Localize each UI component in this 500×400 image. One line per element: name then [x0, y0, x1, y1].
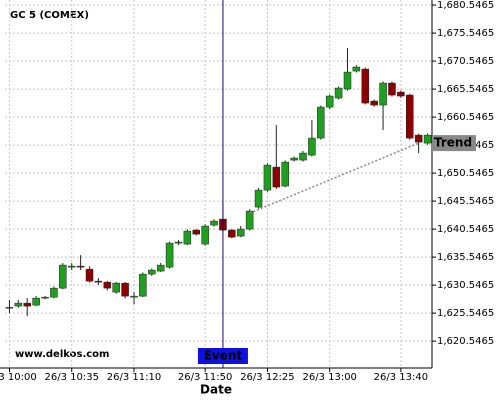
- candle-body: [263, 164, 272, 191]
- x-tick-label: 26/3 13:40: [374, 372, 428, 383]
- y-tick-label: 1,640.5465: [437, 224, 494, 235]
- candle-body: [112, 282, 120, 293]
- candle-body: [379, 82, 387, 106]
- y-tick-label: 1,630.5465: [437, 280, 494, 291]
- candle-body: [139, 273, 147, 297]
- y-tick-label: 1,665.5465: [437, 84, 494, 95]
- candle-body: [121, 282, 129, 297]
- candle-body: [317, 106, 325, 139]
- x-tick-label: 26/3 10:35: [44, 372, 98, 383]
- candle-body: [76, 265, 85, 268]
- y-tick-label: 1,660.5465: [437, 112, 494, 123]
- candle-body: [59, 264, 67, 289]
- candle-body: [67, 265, 76, 268]
- candle-body: [334, 87, 343, 99]
- candle-body: [370, 100, 378, 106]
- candle-body: [228, 229, 236, 238]
- x-tick-label: 26/3 13:00: [302, 372, 356, 383]
- event-label-bg: [197, 348, 248, 364]
- x-axis-label: Date: [200, 383, 232, 397]
- trend-line: [249, 142, 419, 214]
- watermark: www.delkos.com: [15, 349, 109, 360]
- candle-body: [325, 95, 334, 108]
- candle-body: [352, 66, 361, 72]
- y-tick-label: 1,675.5465: [437, 28, 494, 39]
- chart-title: GC 5 (COMEX): [10, 10, 89, 21]
- candle-body: [423, 134, 432, 144]
- candle-body: [148, 269, 156, 275]
- candle-body: [165, 242, 174, 268]
- candle-body: [23, 302, 31, 307]
- candle-body: [103, 281, 112, 289]
- candle-body: [406, 94, 414, 139]
- candle-body: [254, 189, 263, 208]
- candle-body: [32, 297, 40, 306]
- candle-body: [388, 82, 396, 96]
- candle-body: [14, 302, 23, 307]
- candle-body: [5, 306, 14, 309]
- y-tick-label: 1,625.5465: [437, 308, 494, 319]
- candle-body: [192, 229, 201, 235]
- candle-body: [397, 91, 405, 97]
- trend-label: Trend: [434, 136, 472, 150]
- candle-body: [41, 296, 49, 299]
- candle-body: [201, 225, 209, 245]
- candle-body: [290, 157, 298, 161]
- candle-body: [308, 137, 316, 156]
- event-label: Event: [204, 349, 243, 363]
- x-tick-label: 26/3 10:00: [0, 372, 37, 383]
- candle-body: [281, 161, 289, 187]
- candle-body: [210, 220, 218, 226]
- candle-body: [414, 134, 423, 143]
- candle-body: [183, 230, 192, 245]
- candle-body: [174, 241, 183, 244]
- x-tick-label: 26/3 11:50: [178, 372, 232, 383]
- trend-label-bg: [432, 135, 476, 152]
- y-tick-label: 1,635.5465: [437, 252, 494, 263]
- candle-body: [299, 152, 307, 161]
- candle-body: [130, 295, 138, 298]
- y-tick-label: 1,645.5465: [437, 196, 494, 207]
- x-tick-label: 26/3 12:25: [240, 372, 294, 383]
- candle-body: [245, 210, 254, 230]
- candle-body: [50, 287, 58, 298]
- candle-body: [236, 228, 245, 237]
- candle-body: [94, 280, 103, 283]
- y-tick-label: 1,680.5465: [437, 0, 494, 11]
- candle-body: [156, 264, 165, 272]
- candle-body: [361, 68, 370, 104]
- x-tick-label: 26/3 11:10: [107, 372, 161, 383]
- y-tick-label: 1,670.5465: [437, 56, 494, 67]
- y-tick-label: 1,650.5465: [437, 168, 494, 179]
- candle-body: [85, 268, 94, 282]
- y-tick-label: 1,620.5465: [437, 336, 494, 347]
- candle-body: [272, 166, 281, 188]
- candle-body: [343, 71, 352, 90]
